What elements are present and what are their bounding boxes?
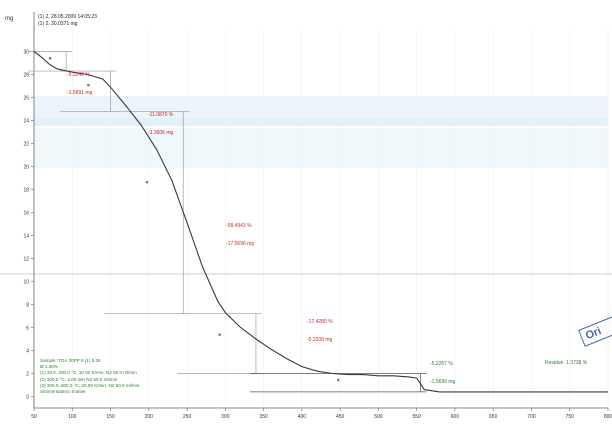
reference-band [34, 128, 608, 168]
x-tick-label: 400 [298, 414, 307, 420]
y-tick-label: 18 [23, 187, 29, 193]
x-tick-label: 200 [145, 414, 154, 420]
y-tick-label: 10 [23, 279, 29, 285]
info-line-2: Ø 1,36% [40, 364, 58, 370]
y-tick-label: 16 [23, 210, 29, 216]
y-tick-label: 26 [23, 95, 29, 101]
x-tick-label: 250 [183, 414, 192, 420]
step-3-percent: -58.4943 % [226, 223, 252, 229]
info-line-5: (3) 300.0..800.0 °C, 20.00 K/min, N2 50.… [40, 382, 140, 388]
step-midpoint-marker [87, 83, 90, 87]
x-tick-label: 500 [374, 414, 383, 420]
residue-label: Residue 1.3738 % [545, 360, 588, 366]
info-line-4: (2) 300.0 °C, 3.00 min N2 50.0 ml/min [40, 376, 118, 382]
step-2-mass: -3.3606 mg [148, 130, 174, 136]
step-5-mass: -1.5699 mg [430, 379, 456, 385]
step-midpoint-marker [48, 57, 52, 60]
step-midpoint-marker [145, 180, 149, 184]
step-annotation-1: -5.2242 % -1.5691 mg [67, 60, 92, 102]
step-4-percent: -17.4280 % [307, 319, 333, 325]
x-tick-label: 800 [604, 414, 612, 420]
y-tick-label: 4 [26, 348, 29, 354]
step-midpoint-marker [218, 333, 221, 336]
step-annotation-3: -58.4943 % -17.5696 mg [226, 211, 254, 253]
info-line-6: Simmersadeco multiet [40, 389, 86, 395]
method-info: Sample: TGA 30PP 6 (1) 5.36 Ø 1,36% (1) … [40, 358, 139, 395]
y-tick-label: 14 [23, 233, 29, 239]
x-tick-label: 100 [68, 414, 77, 420]
x-tick-label: 650 [489, 414, 498, 420]
step-annotation-2: -11.0870 % -3.3606 mg [148, 100, 173, 142]
header-line-1: (1) 2, 28.05.2009 14:05:23 [38, 14, 97, 20]
y-tick-label: 20 [23, 164, 29, 170]
step-4-mass: -5.2339 mg [307, 337, 333, 343]
x-tick-label: 700 [527, 414, 536, 420]
reference-band [34, 96, 608, 118]
x-tick-label: 50 [31, 414, 37, 420]
y-tick-label: 6 [26, 325, 29, 331]
reference-band [34, 118, 608, 126]
info-line-1: Sample: TGA 30PP 6 (1) 5.36 [40, 358, 101, 363]
step-5-percent: -5.2267 % [430, 361, 453, 367]
x-tick-label: 350 [259, 414, 268, 420]
x-tick-label: 750 [566, 414, 575, 420]
y-tick-label: 22 [23, 141, 29, 147]
x-tick-label: 600 [451, 414, 460, 420]
step-1-percent: -5.2242 % [67, 72, 90, 78]
step-3-mass: -17.5696 mg [226, 241, 255, 247]
x-tick-label: 450 [336, 414, 345, 420]
y-tick-label: 28 [23, 72, 29, 78]
y-tick-label: 0 [26, 394, 29, 400]
step-2-percent: -11.0870 % [148, 112, 174, 118]
x-tick-label: 150 [106, 414, 115, 420]
y-axis-unit: mg [5, 16, 14, 22]
step-annotation-4: -17.4280 % -5.2339 mg [307, 307, 333, 349]
header-line-2: (1) 2, 30.0371 mg [38, 21, 78, 27]
y-tick-label: 8 [26, 302, 29, 308]
tga-curve [33, 51, 608, 393]
step-annotation-5: -5.2267 % -1.5699 mg [430, 349, 455, 391]
y-tick-label: 30 [23, 49, 29, 55]
step-midpoint-marker [336, 378, 340, 382]
step-1-mass: -1.5691 mg [67, 90, 93, 96]
info-line-3: (1) 30.0..300.0 °C, 10.00 K/min, N2 50.0… [40, 370, 137, 376]
y-tick-label: 2 [26, 371, 29, 377]
x-tick-label: 550 [412, 414, 421, 420]
x-tick-label: 300 [221, 414, 230, 420]
y-tick-label: 24 [23, 118, 29, 124]
y-tick-label: 12 [23, 256, 29, 262]
